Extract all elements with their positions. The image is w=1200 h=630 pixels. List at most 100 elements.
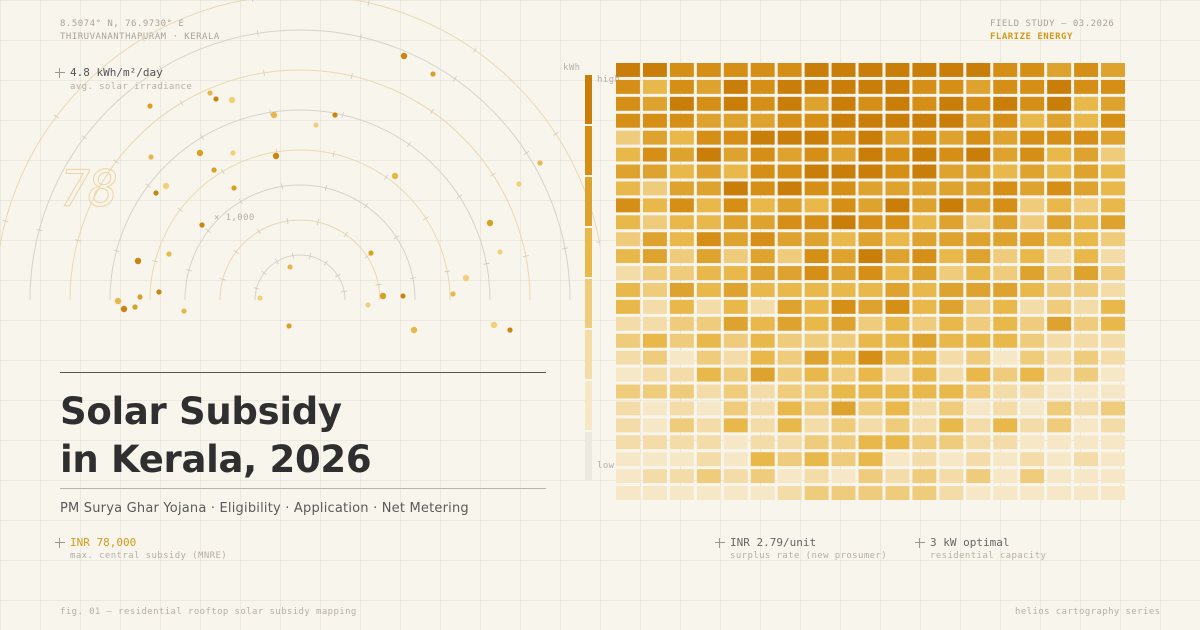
heatmap-cell bbox=[642, 333, 667, 348]
subsidy-label: max. central subsidy (MNRE) bbox=[70, 551, 228, 561]
heatmap-cell bbox=[1020, 130, 1045, 145]
heatmap-cell bbox=[912, 130, 937, 145]
heatmap-cell bbox=[696, 401, 721, 416]
heatmap-cell bbox=[1047, 266, 1072, 280]
footer-caption: fig. 01 — residential rooftop solar subs… bbox=[60, 607, 357, 617]
heatmap-cell bbox=[993, 249, 1018, 264]
heatmap-cell bbox=[912, 418, 937, 433]
heatmap-cell bbox=[831, 130, 856, 145]
radar-tick bbox=[269, 109, 272, 116]
heatmap-cell bbox=[1101, 299, 1125, 314]
radar-tick bbox=[281, 183, 283, 190]
heatmap-cell bbox=[993, 486, 1018, 500]
heatmap-cell bbox=[642, 486, 667, 500]
heatmap-cell bbox=[966, 79, 991, 94]
heatmap-cell bbox=[777, 401, 802, 416]
heatmap-cell bbox=[939, 96, 964, 111]
heatmap-cell bbox=[1101, 79, 1125, 94]
heatmap-cell bbox=[939, 130, 964, 145]
heatmap-cell bbox=[723, 164, 748, 179]
radar-tick bbox=[274, 258, 279, 265]
heatmap-cell bbox=[750, 469, 775, 484]
radar-point bbox=[368, 250, 374, 256]
heatmap-cell bbox=[1101, 435, 1125, 450]
crosshair-icon bbox=[915, 538, 925, 548]
heatmap-cell bbox=[642, 283, 667, 297]
heatmap-cell bbox=[858, 367, 883, 382]
heatmap-cell bbox=[858, 164, 883, 179]
radar-tick bbox=[113, 159, 119, 164]
radar-point bbox=[270, 111, 278, 119]
heatmap-cell bbox=[1020, 232, 1045, 247]
radar-point bbox=[148, 154, 154, 160]
heatmap-cell bbox=[804, 350, 829, 365]
heatmap-cell bbox=[831, 316, 856, 331]
heatmap-cell bbox=[1047, 486, 1072, 500]
heatmap-cell bbox=[616, 79, 640, 94]
heatmap-cell bbox=[939, 283, 964, 297]
heatmap-cell bbox=[1101, 401, 1125, 416]
heatmap-cell bbox=[750, 384, 775, 399]
heatmap-cell bbox=[1074, 266, 1099, 280]
radar-tick bbox=[452, 76, 457, 82]
radar-tick bbox=[375, 283, 382, 286]
crosshair-icon bbox=[715, 538, 725, 548]
heatmap-cell bbox=[642, 350, 667, 365]
heatmap-cell bbox=[1101, 418, 1125, 433]
heatmap-cell bbox=[642, 435, 667, 450]
radar-tick bbox=[393, 235, 400, 240]
heatmap-cell bbox=[885, 164, 910, 179]
heatmap-cell bbox=[723, 249, 748, 264]
heatmap-cell bbox=[912, 384, 937, 399]
crosshair-icon bbox=[55, 68, 65, 78]
heatmap-cell bbox=[723, 333, 748, 348]
heatmap-cell bbox=[885, 63, 910, 77]
heatmap-cell bbox=[885, 418, 910, 433]
radar-point bbox=[490, 321, 498, 329]
radar-scale-label: × 1,000 bbox=[214, 213, 255, 223]
heatmap-cell bbox=[912, 232, 937, 247]
radar-point bbox=[207, 90, 213, 96]
heatmap-cell bbox=[696, 486, 721, 500]
heatmap-cell bbox=[723, 418, 748, 433]
heatmap-cell bbox=[831, 249, 856, 264]
heatmap-cell bbox=[1020, 401, 1045, 416]
heatmap-cell bbox=[642, 299, 667, 314]
heatmap-cell bbox=[885, 96, 910, 111]
heatmap-cell bbox=[966, 435, 991, 450]
heatmap-cell bbox=[1074, 401, 1099, 416]
heatmap-cell bbox=[1047, 79, 1072, 94]
heatmap-cell bbox=[1074, 164, 1099, 179]
radar-point bbox=[153, 190, 159, 196]
heatmap-cell bbox=[858, 452, 883, 467]
radar-tick bbox=[159, 65, 163, 72]
radar-tick bbox=[152, 260, 159, 263]
heatmap-cell bbox=[858, 63, 883, 77]
heatmap-cell bbox=[831, 266, 856, 280]
heatmap-cell bbox=[642, 147, 667, 162]
legend-low-label: low bbox=[597, 461, 615, 471]
heatmap-cell bbox=[1020, 283, 1045, 297]
heatmap-cell bbox=[1047, 418, 1072, 433]
heatmap-cell bbox=[750, 283, 775, 297]
heatmap-cell bbox=[616, 181, 640, 196]
heatmap-cell bbox=[885, 384, 910, 399]
heatmap-cell bbox=[777, 350, 802, 365]
heatmap-cell bbox=[750, 299, 775, 314]
radar-point bbox=[156, 289, 162, 295]
heatmap-cell bbox=[1074, 350, 1099, 365]
radar-tick bbox=[364, 254, 370, 259]
heatmap-cell bbox=[831, 113, 856, 128]
subsidy-value: INR 78,000 bbox=[70, 536, 137, 549]
heatmap-cell bbox=[696, 283, 721, 297]
heatmap-cell bbox=[885, 367, 910, 382]
heatmap-cell bbox=[939, 113, 964, 128]
heatmap-cell bbox=[1020, 63, 1045, 77]
heatmap-cell bbox=[804, 79, 829, 94]
radar-point bbox=[137, 294, 143, 300]
heatmap-cell bbox=[804, 63, 829, 77]
heatmap-cell bbox=[858, 435, 883, 450]
heatmap-cell bbox=[616, 113, 640, 128]
radar-tick bbox=[263, 69, 265, 76]
heatmap-cell bbox=[885, 435, 910, 450]
